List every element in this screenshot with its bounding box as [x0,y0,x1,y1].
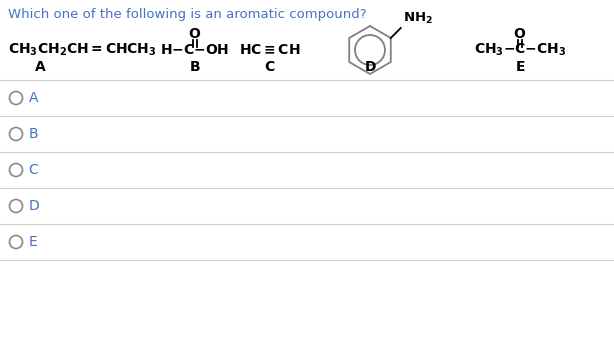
Text: E: E [28,235,37,249]
Text: $\mathbf{CH_3{-}C{-}CH_3}$: $\mathbf{CH_3{-}C{-}CH_3}$ [474,42,566,58]
Text: B: B [28,127,38,141]
Text: Which one of the following is an aromatic compound?: Which one of the following is an aromati… [8,8,367,21]
Text: $\mathbf{C}$: $\mathbf{C}$ [264,60,276,74]
Text: $\mathbf{O}$: $\mathbf{O}$ [188,27,201,41]
Text: $\mathbf{B}$: $\mathbf{B}$ [189,60,201,74]
Text: C: C [28,163,38,177]
Text: $\mathbf{D}$: $\mathbf{D}$ [363,60,376,74]
Text: $\mathbf{O}$: $\mathbf{O}$ [513,27,527,41]
Text: $\mathbf{HC{\equiv}CH}$: $\mathbf{HC{\equiv}CH}$ [239,43,301,57]
Text: $\mathbf{E}$: $\mathbf{E}$ [515,60,525,74]
Text: $\mathbf{A}$: $\mathbf{A}$ [34,60,46,74]
Text: $\mathbf{H{-}C{-}OH}$: $\mathbf{H{-}C{-}OH}$ [160,43,230,57]
Text: $\mathbf{CH_3CH_2CH{=}CHCH_3}$: $\mathbf{CH_3CH_2CH{=}CHCH_3}$ [8,42,157,58]
Text: A: A [28,91,38,105]
Text: D: D [28,199,39,213]
Text: $\mathbf{NH_2}$: $\mathbf{NH_2}$ [403,11,433,26]
